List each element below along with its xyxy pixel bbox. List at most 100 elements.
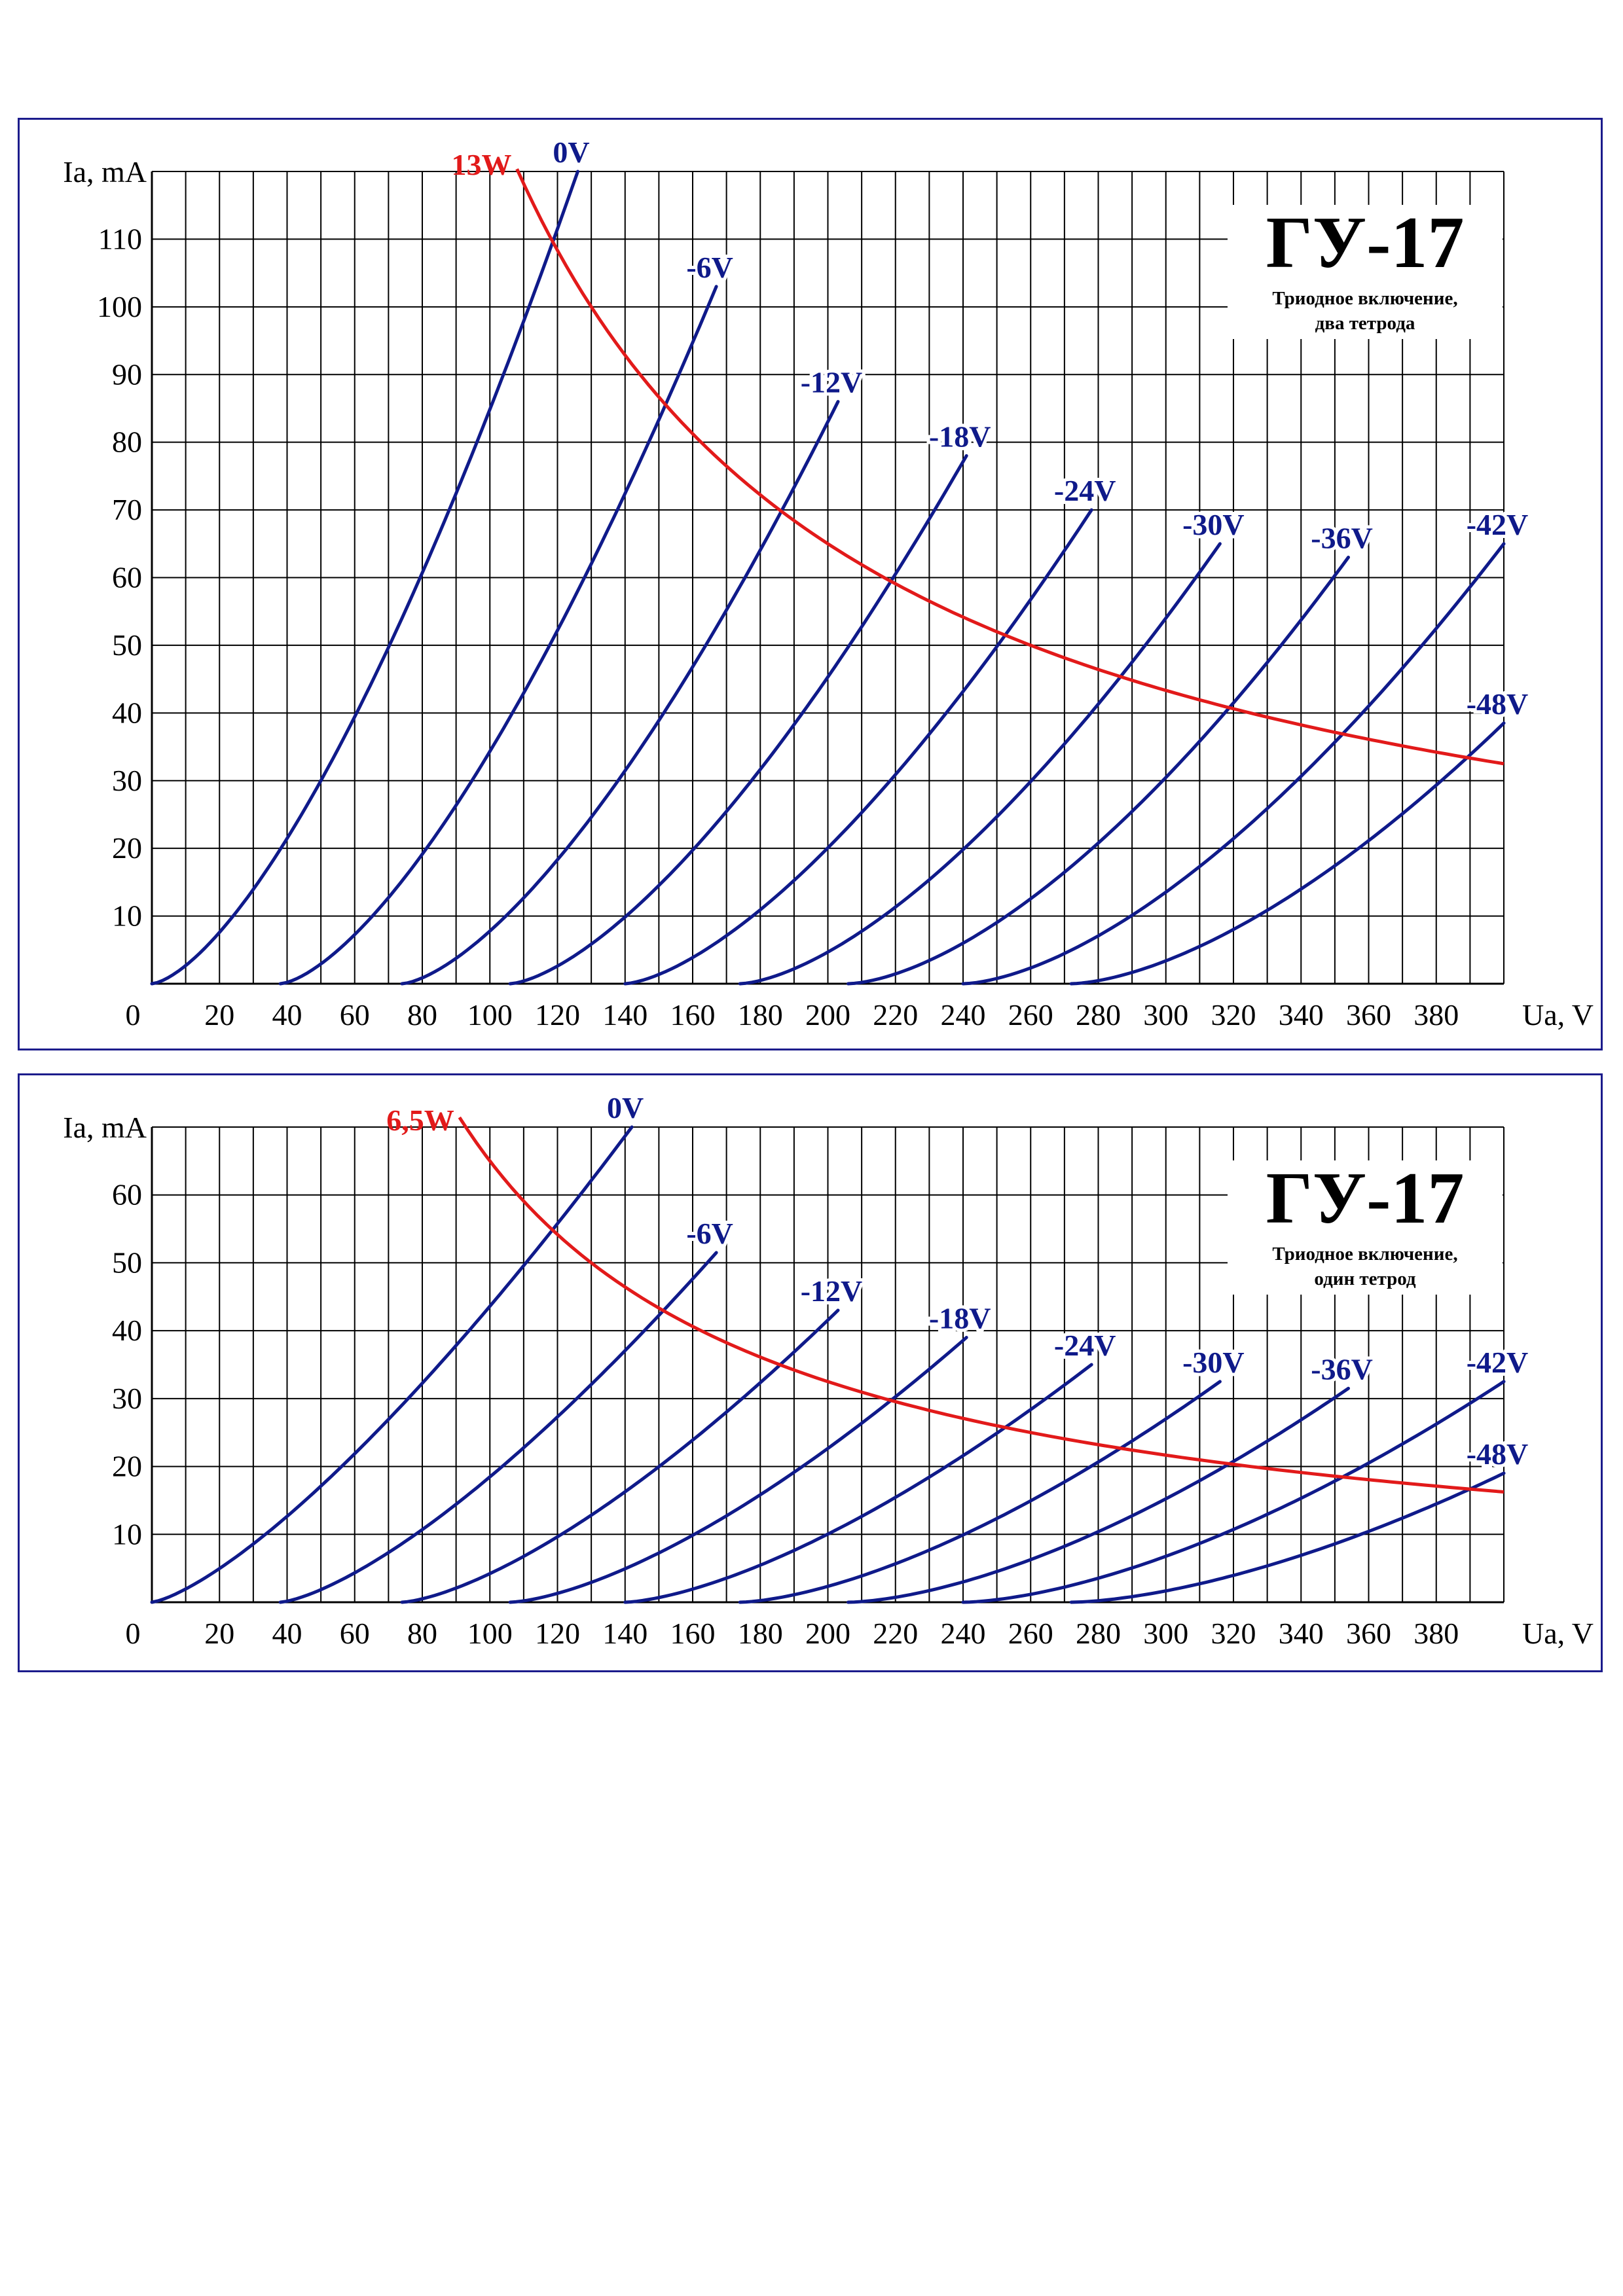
x-axis-title: Ua, V (1522, 998, 1594, 1031)
x-tick-label: 200 (805, 1617, 850, 1650)
series-line-minus-12V (400, 1308, 840, 1604)
x-tick-label: 80 (407, 1617, 437, 1650)
y-tick-label: 100 (97, 290, 142, 323)
series-label: -36V (1311, 1352, 1373, 1386)
x-tick-label: 360 (1346, 1617, 1391, 1650)
y-tick-label: 20 (112, 1450, 142, 1483)
y-tick-label: 50 (112, 1246, 142, 1279)
series-label: -6V (686, 1217, 733, 1250)
series-label: -24V (1054, 1329, 1116, 1362)
series-line-minus-30V (738, 1380, 1222, 1604)
power-curve-label: 6,5W (386, 1103, 454, 1137)
x-tick-label: 380 (1413, 998, 1459, 1031)
series-label: -12V (801, 366, 863, 399)
series-line-minus-48V (1069, 721, 1506, 986)
x-tick-label: 120 (535, 1617, 580, 1650)
x-axis-title: Ua, V (1522, 1617, 1594, 1650)
y-tick-label: 40 (112, 696, 142, 729)
series-line-minus-12V (400, 400, 840, 986)
series-line-minus-48V (1069, 1471, 1506, 1604)
x-tick-label: 60 (340, 998, 370, 1031)
x-tick-label: 280 (1076, 1617, 1121, 1650)
series-label: -6V (686, 251, 733, 284)
y-tick-label: 70 (112, 493, 142, 526)
x-tick-label: 100 (467, 998, 513, 1031)
chart-subtitle-line: Триодное включение, (1272, 1244, 1457, 1265)
series-label: -48V (1467, 687, 1529, 721)
series-label: -18V (929, 1302, 991, 1335)
x-tick-label: 200 (805, 998, 850, 1031)
series-label: -24V (1054, 474, 1116, 507)
y-tick-label: 10 (112, 899, 142, 933)
series-line-minus-24V (623, 1363, 1093, 1604)
y-tick-label: 60 (112, 1178, 142, 1211)
series-line-minus-6V (278, 1251, 718, 1604)
x-tick-label: 20 (204, 1617, 234, 1650)
x-tick-label: 40 (272, 998, 302, 1031)
series-label: 0V (553, 135, 589, 169)
x-tick-label: 180 (738, 1617, 783, 1650)
series-line-minus-42V (961, 1380, 1506, 1604)
x-tick-label: 260 (1008, 998, 1053, 1031)
series-line-minus-24V (623, 508, 1093, 986)
series-line-minus-30V (738, 542, 1222, 986)
x-tick-label: 0 (126, 998, 141, 1031)
x-tick-label: 60 (340, 1617, 370, 1650)
y-tick-label: 10 (112, 1517, 142, 1551)
x-tick-label: 160 (670, 1617, 716, 1650)
x-tick-label: 340 (1279, 1617, 1324, 1650)
x-tick-label: 320 (1211, 1617, 1256, 1650)
x-tick-label: 180 (738, 998, 783, 1031)
title-background (1228, 1160, 1503, 1295)
x-tick-label: 320 (1211, 998, 1256, 1031)
y-axis-title: Ia, mA (63, 1111, 147, 1144)
x-tick-label: 80 (407, 998, 437, 1031)
chart-subtitle-line: два тетрода (1315, 313, 1415, 334)
chart-subtitle-line: один тетрод (1314, 1268, 1416, 1289)
chart-title: ГУ-17 (1266, 202, 1465, 283)
chart-one-tetrode: 0 20 40 60 80 100 120 140 160 180 200 220 240 260 280 3… (63, 1088, 1594, 1650)
y-tick-label: 90 (112, 357, 142, 391)
series-line-minus-36V (847, 1386, 1350, 1604)
series-label: -30V (1182, 508, 1245, 541)
x-tick-label: 140 (602, 998, 647, 1031)
x-tick-label: 20 (204, 998, 234, 1031)
title-background (1228, 205, 1503, 339)
x-tick-label: 360 (1346, 998, 1391, 1031)
x-tick-label: 140 (602, 1617, 647, 1650)
series-line-0V (150, 170, 579, 986)
y-tick-label: 60 (112, 561, 142, 594)
series-label: -48V (1467, 1437, 1529, 1471)
x-tick-label: 300 (1143, 998, 1188, 1031)
x-tick-label: 280 (1076, 998, 1121, 1031)
x-tick-label: 260 (1008, 1617, 1053, 1650)
x-tick-label: 300 (1143, 1617, 1188, 1650)
series-label: -42V (1467, 1346, 1529, 1379)
series-label: -42V (1467, 508, 1529, 541)
x-tick-label: 40 (272, 1617, 302, 1650)
y-tick-label: 30 (112, 764, 142, 797)
x-tick-label: 0 (126, 1617, 141, 1650)
series-label: -36V (1311, 521, 1373, 554)
x-tick-label: 220 (873, 998, 918, 1031)
series-line-minus-6V (278, 285, 718, 986)
power-curve (515, 168, 1504, 766)
x-tick-label: 120 (535, 998, 580, 1031)
series-line-0V (150, 1125, 634, 1604)
series-line-minus-36V (847, 556, 1350, 986)
x-tick-label: 100 (467, 1617, 513, 1650)
y-tick-label: 110 (98, 222, 142, 255)
series-label: -12V (801, 1274, 863, 1308)
y-tick-label: 80 (112, 425, 142, 459)
y-tick-label: 40 (112, 1314, 142, 1347)
series-line-minus-42V (961, 542, 1506, 986)
power-curve (458, 1116, 1504, 1494)
series-label: -30V (1182, 1346, 1245, 1379)
chart-subtitle-line: Триодное включение, (1272, 288, 1457, 309)
x-tick-label: 380 (1413, 1617, 1459, 1650)
y-tick-label: 30 (112, 1382, 142, 1415)
y-axis-title: Ia, mA (63, 155, 147, 188)
x-tick-label: 340 (1279, 998, 1324, 1031)
x-tick-label: 160 (670, 998, 716, 1031)
